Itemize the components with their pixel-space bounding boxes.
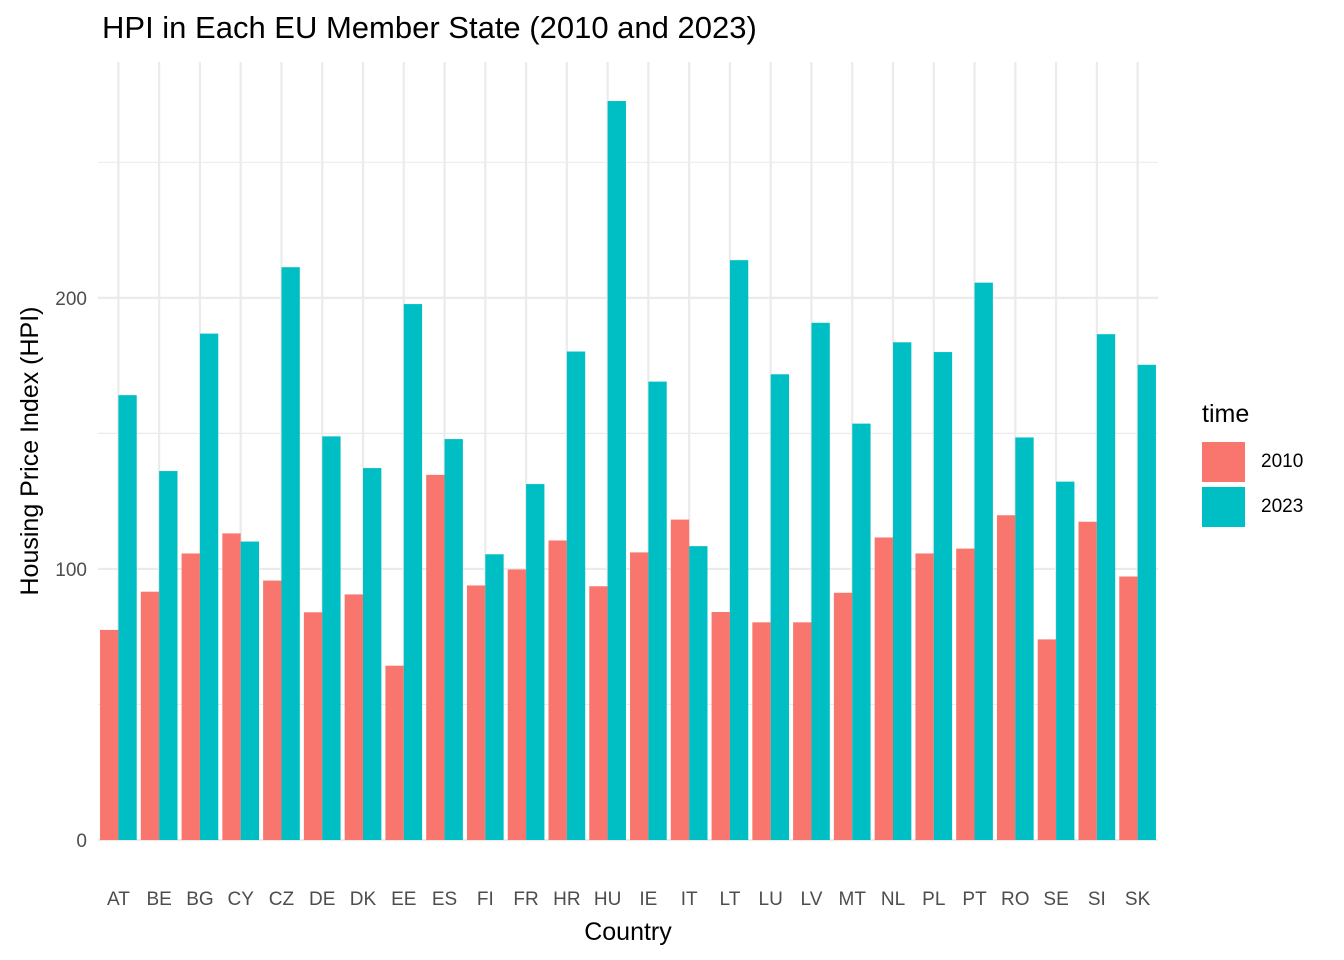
- bar-DK-2010: [344, 594, 363, 840]
- bar-BG-2023: [199, 333, 219, 840]
- legend-title: time: [1202, 400, 1250, 428]
- bar-CY-2010: [222, 533, 241, 840]
- x-tick-label: ES: [432, 889, 457, 910]
- bar-RO-2023: [1015, 437, 1034, 840]
- legend-item-2010: 2010: [1202, 439, 1303, 484]
- bar-MT-2010: [833, 592, 853, 840]
- bar-LT-2023: [729, 260, 749, 841]
- legend: time 2010 2023: [1202, 400, 1303, 529]
- bar-SI-2010: [1078, 521, 1097, 840]
- legend-label-2023: 2023: [1261, 495, 1304, 517]
- bar-ES-2023: [444, 439, 463, 840]
- legend-item-2023: 2023: [1202, 484, 1303, 529]
- x-tick-label: CZ: [269, 889, 295, 910]
- x-tick-label: SI: [1088, 889, 1106, 910]
- x-tick-label: PL: [922, 889, 945, 910]
- bar-SK-2010: [1119, 576, 1138, 840]
- x-tick-label: HR: [553, 889, 580, 910]
- bar-ES-2010: [426, 474, 445, 840]
- bar-CY-2023: [240, 541, 260, 840]
- x-tick-label: HU: [594, 889, 621, 910]
- bar-HR-2010: [548, 540, 567, 840]
- bar-AT-2023: [118, 395, 137, 840]
- x-tick-label: DK: [350, 889, 377, 910]
- x-tick-label: LV: [801, 889, 823, 910]
- x-tick-label: SE: [1043, 889, 1068, 910]
- bar-NL-2023: [893, 342, 912, 840]
- bar-PT-2010: [956, 548, 975, 840]
- bar-AT-2010: [100, 629, 119, 840]
- bar-MT-2023: [852, 423, 871, 840]
- bar-PT-2023: [974, 282, 993, 840]
- bar-IT-2010: [670, 519, 690, 840]
- x-tick-label: MT: [839, 889, 867, 910]
- x-tick-label: NL: [881, 889, 905, 910]
- bar-DE-2010: [303, 612, 323, 840]
- x-axis-ticks: AT BE BG CY CZ DE DK EE ES FI FR HR HU IE IT LT LU LV MT NL…: [107, 889, 1151, 910]
- x-tick-label: BG: [186, 889, 213, 910]
- x-tick-label: LT: [720, 889, 741, 910]
- bar-BE-2010: [140, 591, 160, 840]
- bar-NL-2010: [874, 537, 893, 840]
- y-axis-ticks: 0 100 200: [55, 289, 87, 852]
- x-tick-label: FI: [477, 889, 494, 910]
- x-tick-label: PT: [962, 889, 987, 910]
- y-tick-label: 100: [55, 560, 87, 581]
- bar-CZ-2010: [263, 580, 282, 840]
- bar-SE-2023: [1056, 481, 1075, 840]
- bar-IT-2023: [689, 546, 708, 840]
- x-tick-label: CY: [227, 889, 254, 910]
- bar-IE-2023: [648, 381, 667, 840]
- bar-DE-2023: [322, 436, 341, 840]
- bar-LU-2023: [770, 374, 790, 840]
- bar-CZ-2023: [281, 267, 300, 841]
- bar-HU-2023: [607, 101, 626, 841]
- bar-DK-2023: [363, 468, 382, 840]
- bar-FI-2010: [466, 585, 486, 840]
- bar-FR-2023: [526, 484, 545, 840]
- bar-LV-2023: [811, 322, 830, 841]
- legend-label-2010: 2010: [1261, 450, 1304, 472]
- bar-SI-2023: [1096, 334, 1116, 840]
- bar-SE-2010: [1037, 639, 1057, 840]
- x-axis-title: Country: [584, 918, 672, 946]
- x-tick-label: IE: [639, 889, 657, 910]
- bar-LT-2010: [711, 612, 730, 840]
- x-tick-label: IT: [681, 889, 698, 910]
- x-tick-label: SK: [1125, 889, 1151, 910]
- x-tick-label: BE: [146, 889, 171, 910]
- x-tick-label: DE: [309, 889, 335, 910]
- bar-FI-2023: [485, 554, 504, 840]
- x-tick-label: EE: [391, 889, 416, 910]
- y-tick-label: 0: [76, 831, 87, 852]
- bar-EE-2023: [403, 304, 423, 840]
- y-axis-title: Housing Price Index (HPI): [16, 306, 44, 595]
- x-tick-label: LU: [759, 889, 783, 910]
- bar-EE-2010: [385, 665, 404, 840]
- bar-IE-2010: [630, 552, 649, 840]
- x-tick-label: AT: [107, 889, 130, 910]
- chart-title: HPI in Each EU Member State (2010 and 20…: [102, 10, 757, 45]
- x-tick-label: RO: [1001, 889, 1030, 910]
- legend-key-2023: [1202, 486, 1245, 527]
- bar-BE-2023: [159, 471, 178, 840]
- x-tick-label: FR: [513, 889, 538, 910]
- bar-HR-2023: [566, 351, 586, 840]
- bar-BG-2010: [181, 553, 200, 840]
- bar-HU-2010: [589, 586, 608, 840]
- bar-PL-2023: [933, 352, 953, 840]
- y-tick-label: 200: [55, 289, 87, 310]
- bar-FR-2010: [507, 569, 527, 840]
- bar-SK-2023: [1137, 364, 1156, 840]
- bars: [100, 101, 1156, 841]
- bar-LV-2010: [793, 622, 812, 840]
- bar-PL-2010: [915, 553, 934, 840]
- legend-key-2010: [1202, 441, 1245, 482]
- bar-RO-2010: [996, 515, 1016, 840]
- bar-LU-2010: [752, 622, 771, 840]
